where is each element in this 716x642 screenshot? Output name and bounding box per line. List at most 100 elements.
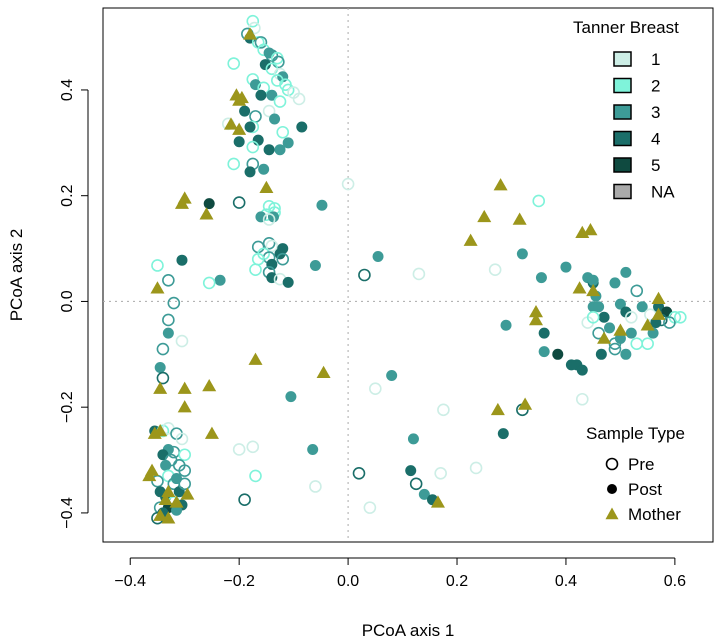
point-mother: [177, 400, 192, 413]
point-pre: [273, 95, 287, 108]
point-pre: [437, 403, 450, 417]
point-pre: [292, 92, 306, 106]
legend-tanner-title: Tanner Breast: [573, 18, 679, 37]
point-mother: [463, 233, 478, 246]
point-post: [296, 121, 308, 133]
point-post: [516, 248, 528, 260]
x-tick-label: 0.4: [555, 573, 577, 590]
point-post: [372, 250, 384, 262]
point-post: [500, 319, 512, 331]
point-mother: [597, 331, 612, 344]
point-pre: [262, 213, 276, 226]
point-pre: [586, 310, 600, 324]
point-mother: [202, 379, 217, 392]
point-post: [576, 364, 588, 376]
y-axis: −0.4 −0.2 0.0 0.2 0.4: [59, 79, 89, 529]
point-pre: [630, 284, 644, 298]
legend-tanner-breast: Tanner Breast 1 2 3 4 5 NA: [573, 18, 679, 202]
point-mother: [259, 180, 274, 194]
y-tick-label: 0.2: [59, 184, 76, 206]
point-post: [269, 113, 281, 125]
legend-shape-pre: [605, 457, 619, 471]
point-mother: [169, 495, 184, 508]
plot-frame: [102, 7, 714, 543]
point-mother: [223, 117, 238, 130]
point-pre: [532, 194, 546, 208]
legend-swatch-3: [613, 104, 632, 120]
point-post: [405, 465, 417, 477]
point-post: [309, 259, 321, 271]
point-post: [233, 136, 245, 148]
point-post: [255, 89, 267, 101]
point-post: [282, 276, 294, 288]
x-tick-label: 0.6: [664, 573, 686, 590]
x-axis-label: PCoA axis 1: [362, 621, 455, 640]
legend-label-2: 2: [651, 77, 660, 96]
x-tick-label: 0.2: [446, 573, 468, 590]
point-post: [587, 274, 599, 286]
point-mother: [583, 223, 598, 236]
point-pre: [674, 310, 687, 324]
point-mother: [640, 318, 655, 331]
point-post: [538, 346, 550, 358]
point-post: [386, 369, 398, 381]
legend-label-post: Post: [628, 480, 662, 499]
point-post: [620, 348, 632, 360]
point-post: [316, 199, 328, 211]
legend-swatch-1: [613, 51, 632, 67]
point-post: [162, 327, 174, 339]
x-tick-label: −0.2: [223, 573, 255, 590]
point-pre: [272, 55, 285, 69]
point-pre: [369, 382, 382, 395]
point-pre: [151, 259, 164, 272]
plot-border: [102, 7, 714, 543]
point-mother: [153, 381, 168, 394]
point-pre: [641, 337, 654, 351]
point-mother: [586, 283, 601, 297]
legend-label-1: 1: [651, 50, 660, 69]
point-mother: [232, 122, 247, 135]
point-post: [418, 488, 430, 500]
point-post: [239, 105, 251, 117]
point-post: [259, 59, 271, 71]
point-pre: [434, 466, 447, 480]
point-pre: [156, 371, 170, 385]
point-pre: [341, 177, 355, 191]
point-mother: [150, 281, 165, 294]
legend-shape-mother: [605, 507, 619, 520]
point-post: [620, 266, 632, 278]
point-post: [552, 348, 564, 360]
point-pre: [249, 469, 262, 483]
point-pre: [630, 337, 644, 351]
point-pre: [162, 313, 175, 327]
legend-label-mother: Mother: [628, 505, 681, 524]
point-mother: [613, 323, 628, 336]
point-post: [538, 327, 550, 339]
point-mother: [248, 352, 263, 365]
point-post: [614, 298, 626, 310]
point-post: [282, 137, 294, 149]
point-mother: [243, 27, 258, 40]
point-mother: [204, 426, 219, 439]
point-post: [258, 163, 270, 175]
point-post: [604, 322, 616, 334]
point-post: [244, 121, 256, 133]
point-pre: [409, 477, 423, 491]
point-post: [176, 254, 188, 266]
point-post: [263, 47, 275, 59]
point-pre: [262, 236, 276, 250]
point-pre: [202, 276, 216, 290]
point-post: [285, 391, 297, 403]
x-tick-label: −0.4: [114, 573, 146, 590]
legend-label-3: 3: [651, 103, 660, 122]
point-pre: [162, 273, 175, 287]
point-post: [307, 443, 319, 455]
point-pre: [246, 440, 260, 454]
y-tick-label: 0.4: [59, 79, 76, 101]
point-pre: [265, 239, 279, 253]
y-axis-label: PCoA axis 2: [7, 229, 26, 322]
point-pre: [232, 443, 246, 456]
point-pre: [575, 392, 589, 406]
point-post: [625, 327, 637, 339]
point-pre: [276, 252, 290, 266]
